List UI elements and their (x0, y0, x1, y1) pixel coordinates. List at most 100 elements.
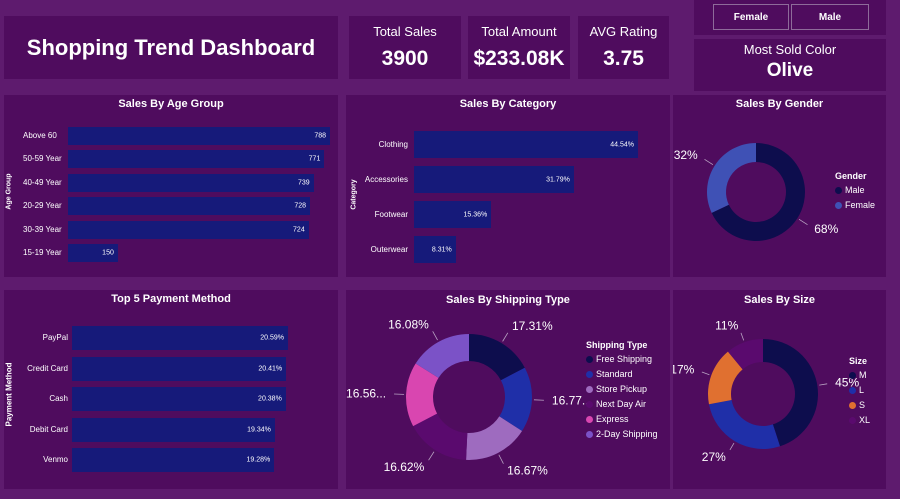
bar[interactable]: 724 (68, 220, 309, 239)
donut-slice[interactable] (469, 334, 525, 381)
donut-slice[interactable] (499, 367, 532, 432)
legend-label: Free Shipping (596, 354, 653, 364)
legend-title: Gender (835, 171, 867, 181)
bar[interactable]: 19.34% (72, 417, 275, 442)
legend-label: Female (845, 200, 876, 210)
donut-data-label: 16.08% (388, 317, 429, 331)
bar-category-label: Cash (49, 394, 68, 403)
legend-label: XL (859, 415, 871, 425)
legend-item[interactable]: Next Day Air (586, 399, 658, 409)
legend-item[interactable]: Female (835, 200, 875, 210)
bar-row[interactable]: 739 (68, 173, 330, 192)
chart-title: Sales By Category (459, 98, 557, 110)
dashboard-title-card: Shopping Trend Dashboard (4, 16, 338, 79)
bar[interactable]: 728 (68, 197, 311, 216)
donut-slice[interactable] (415, 334, 469, 378)
bar-category-label: 40-49 Year (23, 177, 62, 187)
donut-data-label: 45% (835, 376, 859, 390)
bar-row[interactable]: 44.54% (414, 131, 638, 158)
legend-dot (586, 430, 593, 438)
chart-title: Sales By Age Group (118, 98, 224, 110)
donut-slice[interactable] (707, 143, 756, 213)
bar[interactable]: 771 (68, 150, 325, 169)
dashboard-title: Shopping Trend Dashboard (26, 34, 316, 60)
legend-label: Store Pickup (596, 384, 648, 394)
donut-slice[interactable] (406, 363, 439, 427)
donut-slice[interactable] (466, 416, 523, 460)
bar-value-label: 771 (308, 155, 321, 163)
chart-title: Sales By Size (744, 294, 815, 306)
most-sold-color-label: Most Sold Color (743, 42, 837, 57)
bar[interactable]: 20.59% (72, 326, 288, 350)
legend-dot (586, 370, 593, 378)
bar-category-label: 15-19 Year (23, 248, 62, 257)
legend-label: L (859, 385, 865, 395)
bar-row[interactable]: 788 (68, 127, 330, 145)
donut-data-label: 17% (673, 362, 695, 376)
legend-item[interactable]: Free Shipping (586, 354, 658, 364)
bar-value-label: 20.38% (258, 395, 282, 403)
gender-panel: Sales By Gender 68% 32% Gender Male Female (673, 95, 886, 277)
bar-row[interactable]: 771 (68, 150, 330, 169)
legend-item[interactable]: Store Pickup (586, 384, 658, 394)
leader-line (740, 332, 745, 341)
bar[interactable]: 8.31% (414, 236, 456, 263)
bar[interactable]: 150 (68, 244, 118, 262)
slicer-female-button[interactable]: Female (713, 4, 789, 30)
donut-data-label: 17.31% (512, 319, 553, 333)
bar-value-label: 8.31% (431, 246, 452, 253)
legend-dot (586, 385, 593, 393)
legend-item[interactable]: L (849, 385, 870, 395)
donut-slice[interactable] (711, 143, 805, 241)
bar-row[interactable]: 8.31% (414, 236, 638, 263)
bar-row[interactable]: 19.28% (72, 448, 288, 472)
legend-item[interactable]: Express (586, 414, 658, 424)
legend-item[interactable]: Standard (586, 369, 658, 379)
bar[interactable]: 44.54% (414, 131, 638, 158)
bar-category-label: PayPal (42, 333, 68, 342)
legend-item[interactable]: Male (835, 185, 875, 195)
bar-value-label: 150 (102, 249, 114, 257)
bar-value-label: 31.79% (546, 176, 570, 183)
legend-item[interactable]: M (849, 370, 870, 380)
legend-label: Male (845, 185, 865, 195)
bar[interactable]: 788 (68, 127, 330, 145)
bar-row[interactable]: 150 (68, 244, 330, 262)
bar[interactable]: 20.38% (72, 387, 286, 411)
bar-row[interactable]: 20.41% (72, 356, 288, 381)
donut-slice[interactable] (708, 399, 780, 449)
donut-slice[interactable] (708, 351, 743, 405)
legend-item[interactable]: S (849, 400, 870, 410)
bar[interactable]: 15.36% (414, 201, 492, 228)
most-sold-color-card: Most Sold Color Olive (694, 39, 886, 91)
bar-row[interactable]: 728 (68, 197, 330, 216)
legend-item[interactable]: 2-Day Shipping (586, 429, 658, 439)
kpi-label: Total Sales (373, 24, 437, 39)
bar-value-label: 15.36% (463, 211, 488, 218)
legend-dot (586, 415, 593, 423)
bar-row[interactable]: 724 (68, 220, 330, 239)
donut-slice[interactable] (763, 339, 818, 447)
legend-item[interactable]: XL (849, 415, 870, 425)
bar-row[interactable]: 20.59% (72, 326, 288, 350)
bar-row[interactable]: 20.38% (72, 387, 288, 411)
donut-slice[interactable] (413, 413, 468, 460)
slicer-male-button[interactable]: Male (791, 4, 869, 30)
bar[interactable]: 739 (68, 173, 314, 192)
bar-row[interactable]: 15.36% (414, 201, 638, 228)
bar-row[interactable]: 31.79% (414, 166, 638, 193)
shipping-panel: Sales By Shipping Type 17.31% 16.77... 16.… (346, 290, 670, 489)
kpi-label: AVG Rating (589, 24, 658, 39)
bar[interactable]: 19.28% (72, 448, 275, 472)
bar-row[interactable]: 19.34% (72, 417, 288, 442)
gender-slicer: Female Male (694, 0, 886, 35)
donut-slice[interactable] (727, 339, 763, 370)
legend-dot (586, 400, 593, 408)
donut-data-label: 16.67% (507, 464, 548, 478)
bar[interactable]: 31.79% (414, 166, 574, 193)
donut-data-label: 16.62% (384, 460, 425, 474)
kpi-value: 3900 (381, 47, 429, 70)
legend-shipping: Shipping Type Free Shipping Standard Store … (586, 340, 658, 444)
bar[interactable]: 20.41% (72, 356, 287, 381)
legend-dot (849, 386, 856, 394)
